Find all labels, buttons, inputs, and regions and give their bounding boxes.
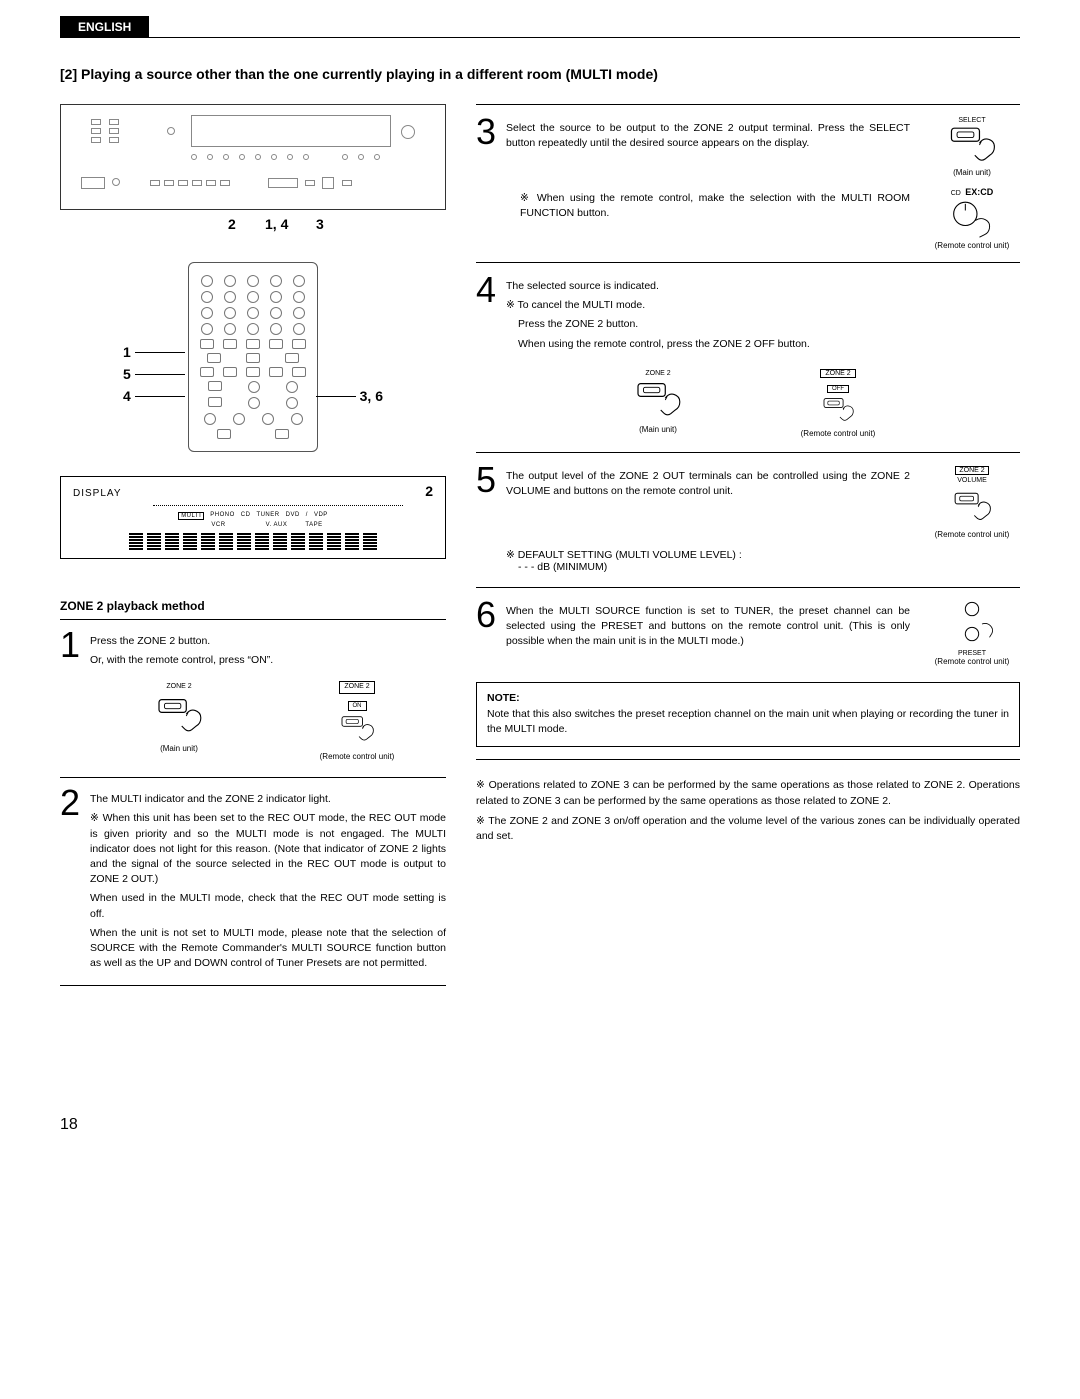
page-number: 18 [60, 1116, 1020, 1134]
step3-main-illus: SELECT (Main unit) [924, 117, 1020, 177]
display-panel: DISPLAY 2 MULTI PHONO CD TUNER DVD / VDP… [60, 476, 446, 559]
right-column: 3 Select the source to be output to the … [476, 104, 1020, 996]
press-icon [808, 396, 868, 424]
display-callout: 2 [425, 483, 433, 499]
sub-heading: ZONE 2 playback method [60, 599, 446, 613]
remote-diagram-wrap: 1 5 4 3, 6 [123, 262, 383, 452]
right-step-4: 4 The selected source is indicated. To c… [476, 262, 1020, 452]
two-column-layout: 2 1, 4 3 [60, 104, 1020, 996]
note-title: NOTE: [487, 691, 1009, 707]
left-step-2: 2 The MULTI indicator and the ZONE 2 ind… [60, 788, 446, 975]
receiver-diagram [60, 104, 446, 210]
remote-callout-five: 5 [123, 366, 185, 382]
remote-diagram [188, 262, 318, 452]
footer-note-2: The ZONE 2 and ZONE 3 on/off operation a… [476, 814, 1020, 846]
left-column: 2 1, 4 3 [60, 104, 446, 996]
step1-illustrations: ZONE 2 (Main unit) ZONE 2 ON (Remote con… [90, 678, 446, 763]
remote-callout-one: 1 [123, 344, 185, 360]
press-icon [327, 714, 387, 744]
display-sources: MULTI PHONO CD TUNER DVD / VDP [73, 512, 433, 520]
press-icon [628, 380, 688, 420]
header-rule [60, 37, 1020, 38]
left-step-1: 1 Press the ZONE 2 button. Or, with the … [60, 630, 446, 767]
remote-callout-three-six: 3, 6 [316, 388, 383, 404]
step4-illustrations: ZONE 2 (Main unit) ZONE 2 OFF (Remote co… [476, 366, 1020, 438]
volume-icon [949, 486, 995, 528]
receiver-callouts: 2 1, 4 3 [60, 216, 446, 242]
step4-main-unit-illus: ZONE 2 (Main unit) [603, 366, 713, 438]
display-segments [73, 532, 433, 550]
note-text: Note that this also switches the preset … [487, 707, 1009, 739]
callout-one-four: 1, 4 [265, 216, 288, 232]
language-tab: ENGLISH [60, 16, 149, 38]
note-box: NOTE: Note that this also switches the p… [476, 682, 1020, 747]
right-step-5: 5 The output level of the ZONE 2 OUT ter… [476, 452, 1020, 549]
right-step-3: 3 Select the source to be output to the … [476, 104, 1020, 187]
step3-remote-illus: CD EX:CD (Remote control unit) [924, 187, 1020, 250]
step1-main-unit-illus: ZONE 2 (Main unit) [124, 678, 234, 763]
page: ENGLISH [2] Playing a source other than … [0, 0, 1080, 1174]
preset-icon [947, 600, 997, 648]
press-icon [149, 696, 209, 736]
display-label: DISPLAY [73, 488, 122, 499]
footer-notes: Operations related to ZONE 3 can be perf… [476, 778, 1020, 845]
callout-three: 3 [316, 216, 324, 232]
step6-illus: PRESET (Remote control unit) [924, 600, 1020, 666]
right-step-6: 6 When the MULTI SOURCE function is set … [476, 587, 1020, 676]
remote-callout-four: 4 [123, 388, 185, 404]
callout-two: 2 [228, 216, 236, 232]
knob-icon [947, 197, 997, 239]
step1-remote-illus: ZONE 2 ON (Remote control unit) [302, 678, 412, 763]
press-icon [944, 124, 1000, 166]
footer-note-1: Operations related to ZONE 3 can be perf… [476, 778, 1020, 810]
step4-remote-illus: ZONE 2 OFF (Remote control unit) [783, 366, 893, 438]
section-title: [2] Playing a source other than the one … [60, 66, 1020, 82]
step5-illus: ZONE 2 VOLUME (Remote control unit) [924, 465, 1020, 539]
header-bar: ENGLISH [60, 16, 1020, 38]
